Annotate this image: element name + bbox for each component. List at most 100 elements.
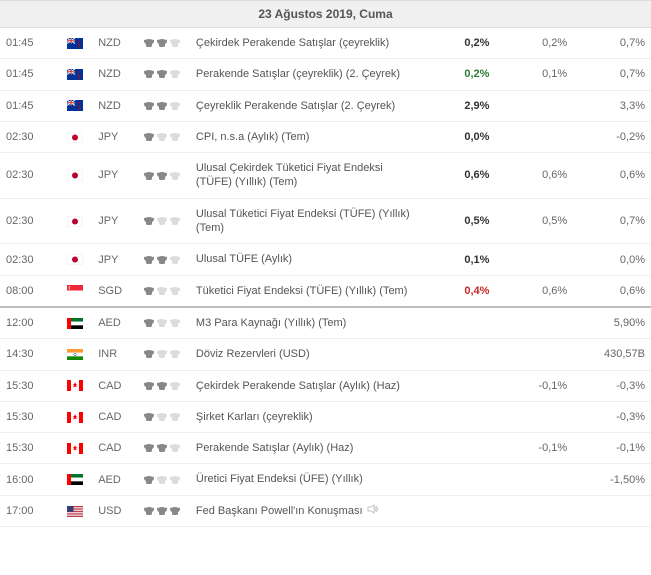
event-name: Döviz Rezervleri (USD) bbox=[190, 339, 418, 370]
previous-value: 430,57B bbox=[573, 339, 651, 370]
actual-value bbox=[418, 339, 496, 370]
previous-value: 0,7% bbox=[573, 28, 651, 59]
currency-flag bbox=[61, 495, 92, 526]
currency-flag bbox=[61, 401, 92, 432]
currency-flag bbox=[61, 121, 92, 152]
previous-value: 0,6% bbox=[573, 153, 651, 199]
event-time: 17:00 bbox=[0, 495, 61, 526]
event-name: CPI, n.s.a (Aylık) (Tem) bbox=[190, 121, 418, 152]
flag-icon bbox=[67, 132, 83, 143]
forecast-value bbox=[495, 121, 573, 152]
importance-bull-icon bbox=[156, 215, 168, 227]
importance-bull-icon bbox=[169, 411, 181, 423]
previous-value: 0,7% bbox=[573, 198, 651, 244]
importance-bull-icon bbox=[143, 37, 155, 49]
forecast-value: 0,5% bbox=[495, 198, 573, 244]
event-name: Şirket Karları (çeyreklik) bbox=[190, 401, 418, 432]
calendar-row[interactable]: 17:00USDFed Başkanı Powell'ın Konuşması bbox=[0, 495, 651, 526]
previous-value: -1,50% bbox=[573, 464, 651, 495]
importance-bull-icon bbox=[169, 170, 181, 182]
economic-calendar-table: 23 Ağustos 2019, Cuma01:45NZDÇekirdek Pe… bbox=[0, 0, 651, 527]
forecast-value: -0,1% bbox=[495, 433, 573, 464]
importance-bull-icon bbox=[156, 380, 168, 392]
currency-flag bbox=[61, 90, 92, 121]
calendar-row[interactable]: 01:45NZDÇeyreklik Perakende Satışlar (2.… bbox=[0, 90, 651, 121]
importance-cell bbox=[137, 59, 190, 90]
date-header-row: 23 Ağustos 2019, Cuma bbox=[0, 1, 651, 28]
event-name: M3 Para Kaynağı (Yıllık) (Tem) bbox=[190, 308, 418, 339]
previous-value: -0,2% bbox=[573, 121, 651, 152]
calendar-row[interactable]: 02:30JPYUlusal Çekirdek Tüketici Fiyat E… bbox=[0, 153, 651, 199]
forecast-value: 0,6% bbox=[495, 153, 573, 199]
importance-bull-icon bbox=[143, 68, 155, 80]
importance-bull-icon bbox=[156, 505, 168, 517]
flag-icon bbox=[67, 412, 83, 423]
actual-value: 0,1% bbox=[418, 244, 496, 275]
currency-code: CAD bbox=[92, 433, 136, 464]
calendar-row[interactable]: 01:45NZDPerakende Satışlar (çeyreklik) (… bbox=[0, 59, 651, 90]
event-time: 02:30 bbox=[0, 198, 61, 244]
calendar-row[interactable]: 08:00SGDTüketici Fiyat Endeksi (TÜFE) (Y… bbox=[0, 275, 651, 307]
previous-value: 0,6% bbox=[573, 275, 651, 307]
importance-bull-icon bbox=[169, 505, 181, 517]
importance-bull-icon bbox=[143, 505, 155, 517]
importance-bull-icon bbox=[169, 474, 181, 486]
event-name: Çekirdek Perakende Satışlar (Aylık) (Haz… bbox=[190, 370, 418, 401]
event-time: 16:00 bbox=[0, 464, 61, 495]
calendar-row[interactable]: 12:00AEDM3 Para Kaynağı (Yıllık) (Tem)5,… bbox=[0, 308, 651, 339]
importance-cell bbox=[137, 433, 190, 464]
currency-flag bbox=[61, 433, 92, 464]
actual-value bbox=[418, 495, 496, 526]
event-time: 14:30 bbox=[0, 339, 61, 370]
currency-code: USD bbox=[92, 495, 136, 526]
importance-cell bbox=[137, 90, 190, 121]
calendar-row[interactable]: 02:30JPYUlusal TÜFE (Aylık)0,1%0,0% bbox=[0, 244, 651, 275]
importance-bull-icon bbox=[169, 100, 181, 112]
importance-cell bbox=[137, 495, 190, 526]
previous-value bbox=[573, 495, 651, 526]
importance-cell bbox=[137, 339, 190, 370]
forecast-value bbox=[495, 308, 573, 339]
actual-value: 0,5% bbox=[418, 198, 496, 244]
importance-bull-icon bbox=[156, 100, 168, 112]
date-header-text: 23 Ağustos 2019, Cuma bbox=[0, 1, 651, 28]
previous-value: 0,0% bbox=[573, 244, 651, 275]
importance-bull-icon bbox=[156, 411, 168, 423]
importance-bull-icon bbox=[143, 100, 155, 112]
event-name: Üretici Fiyat Endeksi (ÜFE) (Yıllık) bbox=[190, 464, 418, 495]
forecast-value bbox=[495, 90, 573, 121]
calendar-row[interactable]: 15:30CADÇekirdek Perakende Satışlar (Ayl… bbox=[0, 370, 651, 401]
importance-bull-icon bbox=[169, 215, 181, 227]
importance-bull-icon bbox=[143, 317, 155, 329]
event-name: Ulusal Çekirdek Tüketici Fiyat Endeksi (… bbox=[190, 153, 418, 199]
event-time: 08:00 bbox=[0, 275, 61, 307]
calendar-row[interactable]: 16:00AEDÜretici Fiyat Endeksi (ÜFE) (Yıl… bbox=[0, 464, 651, 495]
flag-icon bbox=[67, 216, 83, 227]
importance-cell bbox=[137, 28, 190, 59]
speech-icon bbox=[367, 504, 379, 518]
calendar-row[interactable]: 15:30CADŞirket Karları (çeyreklik)-0,3% bbox=[0, 401, 651, 432]
calendar-row[interactable]: 02:30JPYUlusal Tüketici Fiyat Endeksi (T… bbox=[0, 198, 651, 244]
importance-bull-icon bbox=[156, 170, 168, 182]
calendar-row[interactable]: 02:30JPYCPI, n.s.a (Aylık) (Tem)0,0%-0,2… bbox=[0, 121, 651, 152]
importance-cell bbox=[137, 198, 190, 244]
calendar-row[interactable]: 01:45NZDÇekirdek Perakende Satışlar (çey… bbox=[0, 28, 651, 59]
forecast-value: -0,1% bbox=[495, 370, 573, 401]
actual-value: 0,6% bbox=[418, 153, 496, 199]
importance-bull-icon bbox=[143, 170, 155, 182]
importance-bull-icon bbox=[169, 442, 181, 454]
calendar-row[interactable]: 14:30INRDöviz Rezervleri (USD)430,57B bbox=[0, 339, 651, 370]
previous-value: -0,3% bbox=[573, 401, 651, 432]
forecast-value: 0,1% bbox=[495, 59, 573, 90]
actual-value: 0,0% bbox=[418, 121, 496, 152]
importance-cell bbox=[137, 244, 190, 275]
previous-value: -0,3% bbox=[573, 370, 651, 401]
calendar-row[interactable]: 15:30CADPerakende Satışlar (Aylık) (Haz)… bbox=[0, 433, 651, 464]
currency-code: CAD bbox=[92, 401, 136, 432]
importance-bull-icon bbox=[156, 442, 168, 454]
currency-flag bbox=[61, 59, 92, 90]
currency-code: NZD bbox=[92, 59, 136, 90]
importance-cell bbox=[137, 153, 190, 199]
forecast-value: 0,2% bbox=[495, 28, 573, 59]
importance-cell bbox=[137, 121, 190, 152]
